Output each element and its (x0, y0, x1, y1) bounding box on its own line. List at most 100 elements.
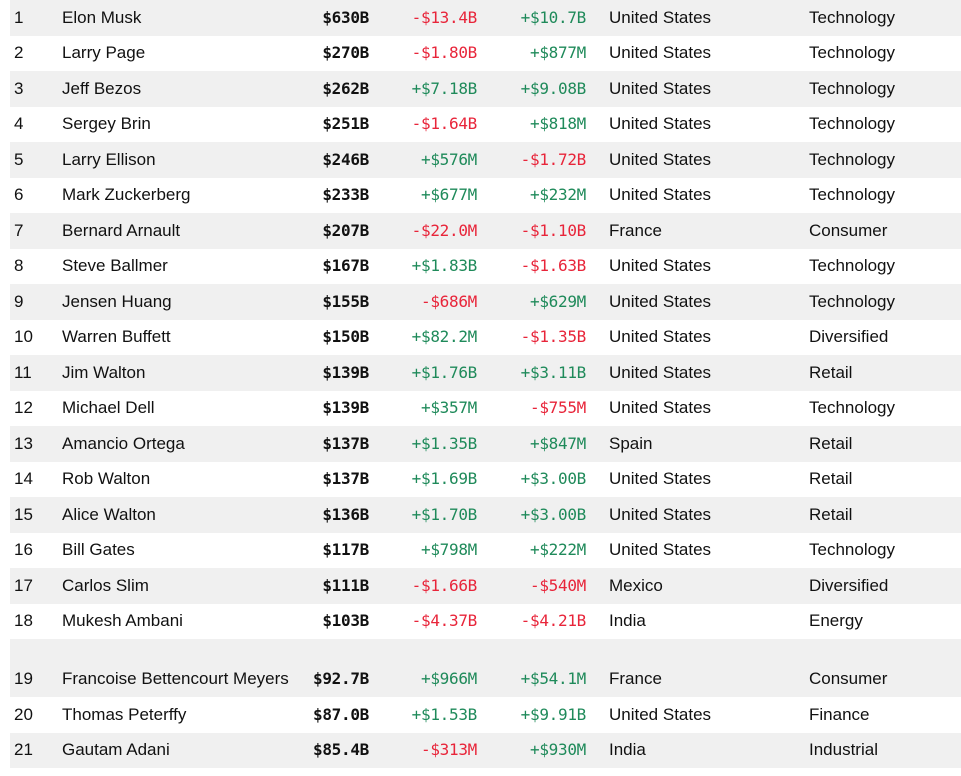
net-worth-cell: $155B (322, 291, 369, 311)
net-worth-cell: $139B (322, 362, 369, 382)
rank-cell: 4 (14, 114, 24, 133)
country-cell: United States (609, 291, 712, 311)
last-change-cell: +$1.53B (411, 704, 478, 724)
country-cell: United States (609, 185, 712, 204)
name-link[interactable]: Bill Gates (62, 540, 135, 559)
billionaires-table: 1 Elon Musk $630B -$13.4B +$10.7B United… (10, 0, 961, 768)
ytd-change-cell: +$930M (530, 740, 586, 759)
industry-cell: Retail (809, 469, 853, 488)
net-worth-cell: $262B (322, 78, 369, 98)
industry-cell: Retail (809, 362, 853, 382)
net-worth-cell: $167B (322, 256, 369, 275)
ytd-change-cell: -$1.10B (520, 220, 587, 240)
name-link[interactable]: Warren Buffett (62, 327, 171, 346)
table-row[interactable]: 21 Gautam Adani $85.4B -$313M +$930M Ind… (10, 732, 961, 768)
table-row[interactable]: 2 Larry Page $270B -$1.80B +$877M United… (10, 36, 961, 72)
rank-cell: 20 (14, 704, 33, 724)
name-link[interactable]: Larry Page (62, 43, 146, 62)
last-change-cell: +$1.83B (411, 256, 478, 275)
name-link[interactable]: Amancio Ortega (62, 433, 185, 453)
table-row[interactable]: 20 Thomas Peterffy $87.0B +$1.53B +$9.91… (10, 697, 961, 733)
country-cell: United States (609, 114, 712, 133)
rank-cell: 18 (14, 611, 33, 630)
table-row[interactable]: 5 Larry Ellison $246B +$576M -$1.72B Uni… (10, 142, 961, 178)
table-row[interactable]: 19 Francoise Bettencourt Meyers $92.7B +… (10, 639, 961, 697)
net-worth-cell: $270B (322, 43, 369, 62)
name-link[interactable]: Steve Ballmer (62, 256, 168, 275)
table-row[interactable]: 3 Jeff Bezos $262B +$7.18B +$9.08B Unite… (10, 71, 961, 107)
name-link[interactable]: Rob Walton (62, 469, 151, 488)
name-link[interactable]: Jeff Bezos (62, 78, 142, 98)
country-cell: United States (609, 327, 712, 346)
rank-cell: 1 (14, 7, 24, 27)
rank-cell: 9 (14, 291, 24, 311)
table-row[interactable]: 10 Warren Buffett $150B +$82.2M -$1.35B … (10, 320, 961, 356)
net-worth-cell: $137B (322, 433, 369, 453)
name-link[interactable]: Mukesh Ambani (62, 611, 183, 630)
name-link[interactable]: Jensen Huang (62, 291, 172, 311)
country-cell: Mexico (609, 575, 663, 595)
industry-cell: Technology (809, 43, 896, 62)
table-row[interactable]: 7 Bernard Arnault $207B -$22.0M -$1.10B … (10, 213, 961, 249)
ytd-change-cell: +$54.1M (520, 669, 587, 688)
table-row[interactable]: 8 Steve Ballmer $167B +$1.83B -$1.63B Un… (10, 249, 961, 285)
ytd-change-cell: +$3.11B (520, 362, 587, 382)
country-cell: United States (609, 504, 712, 524)
name-link[interactable]: Elon Musk (62, 7, 142, 27)
table-row[interactable]: 15 Alice Walton $136B +$1.70B +$3.00B Un… (10, 497, 961, 533)
net-worth-cell: $251B (322, 114, 369, 133)
industry-cell: Diversified (809, 327, 889, 346)
table-row[interactable]: 17 Carlos Slim $111B -$1.66B -$540M Mexi… (10, 568, 961, 604)
net-worth-cell: $207B (322, 220, 369, 240)
ytd-change-cell: +$3.00B (520, 469, 587, 488)
rank-cell: 6 (14, 185, 24, 204)
table-row[interactable]: 6 Mark Zuckerberg $233B +$677M +$232M Un… (10, 178, 961, 214)
table-row[interactable]: 14 Rob Walton $137B +$1.69B +$3.00B Unit… (10, 462, 961, 498)
name-link[interactable]: Carlos Slim (62, 575, 149, 595)
last-change-cell: -$22.0M (411, 220, 478, 240)
rank-cell: 12 (14, 398, 33, 417)
country-cell: United States (609, 149, 712, 169)
table-row[interactable]: 16 Bill Gates $117B +$798M +$222M United… (10, 533, 961, 569)
name-link[interactable]: Bernard Arnault (62, 220, 181, 240)
last-change-cell: -$4.37B (411, 611, 478, 630)
country-cell: United States (609, 540, 712, 559)
table-row[interactable]: 18 Mukesh Ambani $103B -$4.37B -$4.21B I… (10, 604, 961, 640)
net-worth-cell: $139B (322, 398, 369, 417)
name-link[interactable]: Mark Zuckerberg (62, 185, 191, 204)
name-link[interactable]: Jim Walton (62, 362, 146, 382)
country-cell: United States (609, 398, 712, 417)
net-worth-cell: $136B (322, 504, 369, 524)
name-link[interactable]: Larry Ellison (62, 149, 156, 169)
industry-cell: Energy (809, 611, 863, 630)
name-link[interactable]: Francoise Bettencourt Meyers (62, 669, 289, 688)
last-change-cell: -$686M (421, 291, 477, 311)
name-link[interactable]: Alice Walton (62, 504, 156, 524)
name-link[interactable]: Thomas Peterffy (62, 704, 187, 724)
table-row[interactable]: 1 Elon Musk $630B -$13.4B +$10.7B United… (10, 0, 961, 36)
country-cell: Spain (609, 433, 653, 453)
table-row[interactable]: 11 Jim Walton $139B +$1.76B +$3.11B Unit… (10, 355, 961, 391)
rank-cell: 19 (14, 669, 33, 688)
industry-cell: Retail (809, 504, 853, 524)
table-row[interactable]: 9 Jensen Huang $155B -$686M +$629M Unite… (10, 284, 961, 320)
net-worth-cell: $87.0B (313, 704, 369, 724)
industry-cell: Technology (809, 149, 896, 169)
name-link[interactable]: Michael Dell (62, 398, 155, 417)
country-cell: United States (609, 704, 712, 724)
last-change-cell: +$357M (421, 398, 477, 417)
name-link[interactable]: Sergey Brin (62, 114, 151, 133)
rank-cell: 15 (14, 504, 33, 524)
industry-cell: Diversified (809, 575, 889, 595)
last-change-cell: +$677M (421, 185, 477, 204)
table-row[interactable]: 4 Sergey Brin $251B -$1.64B +$818M Unite… (10, 107, 961, 143)
country-cell: United States (609, 362, 712, 382)
table-row[interactable]: 12 Michael Dell $139B +$357M -$755M Unit… (10, 391, 961, 427)
net-worth-cell: $103B (322, 611, 369, 630)
name-link[interactable]: Gautam Adani (62, 740, 170, 759)
ytd-change-cell: +$10.7B (520, 7, 587, 27)
rank-cell: 10 (14, 327, 33, 346)
last-change-cell: +$1.70B (411, 504, 478, 524)
ytd-change-cell: -$540M (530, 575, 586, 595)
table-row[interactable]: 13 Amancio Ortega $137B +$1.35B +$847M S… (10, 426, 961, 462)
